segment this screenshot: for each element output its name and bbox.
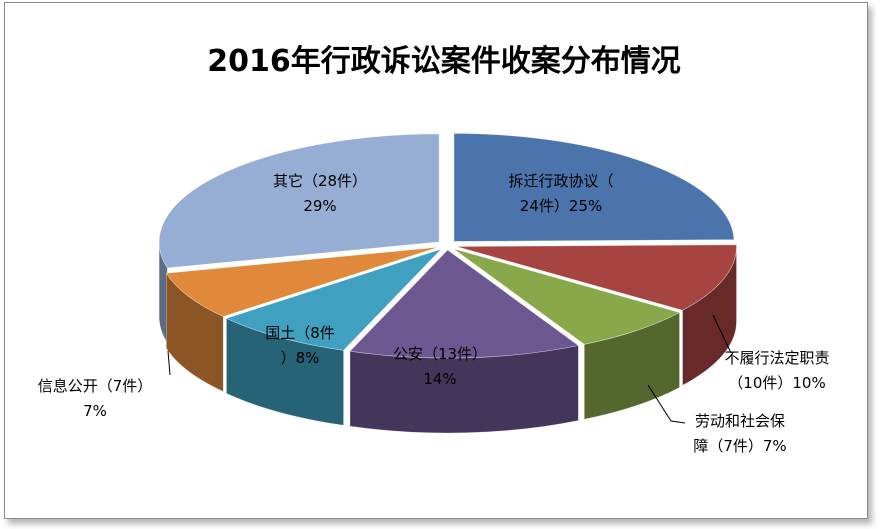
pie-slice-3: [349, 249, 580, 359]
leader-line-2: [647, 384, 686, 424]
data-label-line: 劳动和社会保: [695, 412, 785, 430]
data-label-4: 国土（8件 ）8%: [265, 324, 335, 367]
data-label-line: 拆迁行政协议（: [508, 172, 613, 190]
data-label-5: 信息公开（7件） 7%: [38, 377, 153, 420]
pie-slice-6: [158, 133, 440, 269]
pie-slice-1: [456, 244, 737, 311]
pie-slice-2: [453, 248, 681, 345]
data-label-6: 其它（28件） 29%: [273, 172, 367, 215]
data-label-line: 公安（13件）: [393, 345, 487, 363]
pie-slice-4: [225, 248, 442, 351]
data-label-line: （10件）10%: [728, 374, 825, 392]
chart-title: 2016年行政诉讼案件收案分布情况: [207, 44, 681, 79]
data-label-line: ）8%: [281, 349, 320, 367]
data-label-line: 其它（28件）: [273, 172, 367, 190]
leader-line-1: [712, 314, 732, 354]
data-label-line: 14%: [423, 370, 456, 388]
data-label-2: 劳动和社会保障（7件）7%: [693, 412, 786, 455]
pie-slice-0: [453, 133, 735, 242]
data-label-line: 不履行法定职责: [724, 349, 829, 367]
data-label-line: 24件）25%: [520, 197, 602, 215]
data-label-line: 国土（8件: [265, 324, 335, 342]
data-label-line: 7%: [83, 402, 107, 420]
chart-frame: 2016年行政诉讼案件收案分布情况 拆迁行政协议（ 24件）25% 不履行法定职责 （…: [4, 2, 868, 519]
data-label-line: 信息公开（7件）: [38, 377, 153, 395]
pie-chart: 2016年行政诉讼案件收案分布情况 拆迁行政协议（ 24件）25% 不履行法定职责 （…: [38, 44, 830, 455]
data-label-0: 拆迁行政协议（ 24件）25%: [508, 172, 613, 215]
data-label-3: 公安（13件） 14%: [393, 345, 487, 388]
data-label-1: 不履行法定职责 （10件）10%: [724, 349, 829, 392]
data-label-line: 障（7件）7%: [693, 437, 786, 455]
pie-slice-5: [165, 246, 439, 317]
data-label-line: 29%: [303, 197, 336, 215]
leader-line-5: [167, 350, 171, 376]
